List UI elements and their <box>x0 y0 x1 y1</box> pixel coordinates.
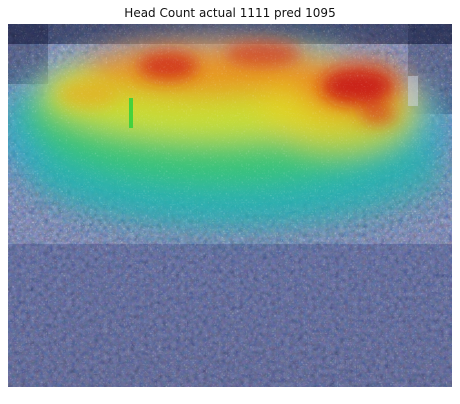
figure-title: Head Count actual 1111 pred 1095 <box>124 6 336 20</box>
heatmap-overlay <box>8 24 452 387</box>
density-image <box>8 24 452 387</box>
